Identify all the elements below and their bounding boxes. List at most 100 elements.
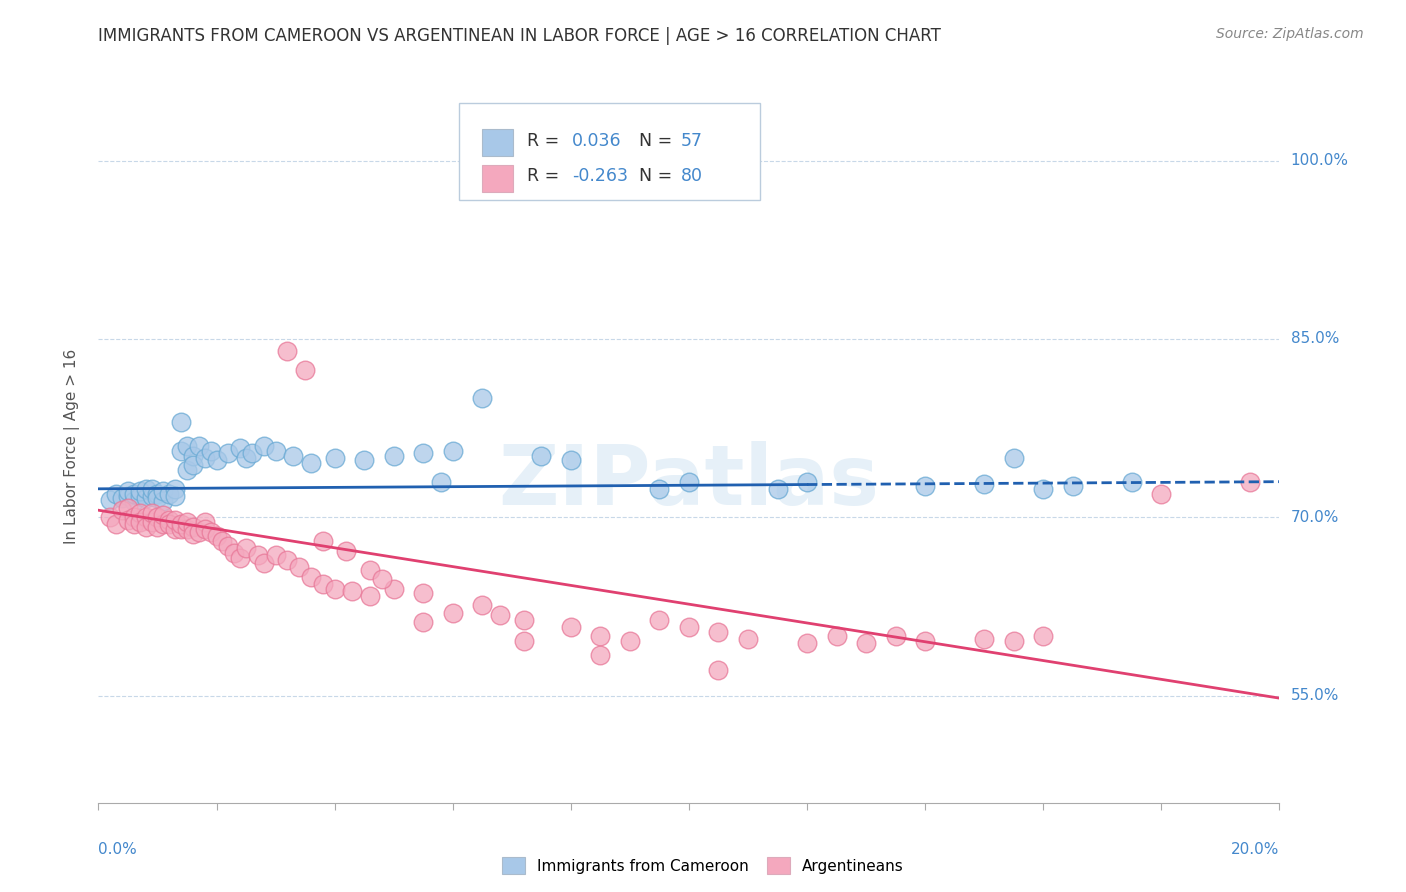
Point <box>283 449 305 463</box>
Point <box>176 522 198 536</box>
Point <box>707 624 730 639</box>
Point <box>1032 482 1054 496</box>
Point <box>973 477 995 491</box>
Text: 0.036: 0.036 <box>572 132 621 150</box>
Point <box>371 572 394 586</box>
Point <box>117 513 139 527</box>
Point <box>512 613 534 627</box>
Point <box>176 515 198 529</box>
Point <box>412 615 434 629</box>
Text: 85.0%: 85.0% <box>1291 332 1339 346</box>
Point <box>181 458 204 472</box>
Point <box>217 539 239 553</box>
Point <box>1150 486 1173 500</box>
Point <box>122 486 145 500</box>
Point <box>146 510 169 524</box>
Point <box>737 632 759 646</box>
Point <box>128 515 150 529</box>
Point <box>146 491 169 506</box>
Text: R =: R = <box>527 132 565 150</box>
Point <box>707 663 730 677</box>
Point <box>194 450 217 465</box>
Point <box>441 443 464 458</box>
Text: N =: N = <box>640 132 678 150</box>
Point <box>441 606 464 620</box>
Point <box>678 620 700 634</box>
Point <box>165 522 187 536</box>
Text: 0.0%: 0.0% <box>98 842 138 856</box>
Point <box>152 508 174 522</box>
Point <box>240 446 263 460</box>
Point <box>1002 450 1025 465</box>
Point <box>264 549 287 563</box>
Point <box>122 493 145 508</box>
Point <box>253 439 276 453</box>
Text: Source: ZipAtlas.com: Source: ZipAtlas.com <box>1216 27 1364 41</box>
Point <box>170 517 193 532</box>
Point <box>589 629 612 643</box>
Point <box>128 506 150 520</box>
Point <box>205 529 228 543</box>
Point <box>560 453 582 467</box>
Point <box>200 443 222 458</box>
Point <box>205 453 228 467</box>
Text: 20.0%: 20.0% <box>1232 842 1279 856</box>
Point <box>157 486 180 500</box>
Point <box>276 553 298 567</box>
Point <box>246 549 269 563</box>
Point <box>170 415 193 429</box>
Point <box>181 520 204 534</box>
Point <box>229 550 252 565</box>
Text: 57: 57 <box>681 132 703 150</box>
Text: R =: R = <box>527 168 565 186</box>
Point <box>323 450 346 465</box>
Point <box>382 582 405 596</box>
Point <box>914 634 936 648</box>
Point <box>512 634 534 648</box>
Point <box>98 510 121 524</box>
Point <box>141 489 163 503</box>
Point <box>264 443 287 458</box>
Point <box>430 475 453 489</box>
Point <box>146 486 169 500</box>
Point <box>288 560 311 574</box>
Point <box>412 586 434 600</box>
Point <box>176 463 198 477</box>
Point <box>619 634 641 648</box>
Point <box>187 524 209 539</box>
Point <box>1121 475 1143 489</box>
Point <box>135 491 157 506</box>
Point <box>229 442 252 456</box>
Point <box>589 648 612 663</box>
Point <box>312 534 335 549</box>
FancyBboxPatch shape <box>458 103 759 200</box>
Point <box>135 482 157 496</box>
Point <box>117 500 139 515</box>
Point <box>294 363 316 377</box>
Point <box>152 493 174 508</box>
Text: 70.0%: 70.0% <box>1291 510 1339 524</box>
Point <box>170 522 193 536</box>
Point <box>299 456 322 470</box>
Point <box>299 570 322 584</box>
Point <box>323 582 346 596</box>
Point <box>165 513 187 527</box>
Point <box>359 563 381 577</box>
Point <box>471 599 494 613</box>
Point <box>146 520 169 534</box>
Point <box>122 517 145 532</box>
Point <box>170 443 193 458</box>
Point <box>111 491 134 506</box>
Point <box>382 449 405 463</box>
Point <box>855 636 877 650</box>
Point <box>1032 629 1054 643</box>
Point <box>105 486 128 500</box>
Legend: Immigrants from Cameroon, Argentineans: Immigrants from Cameroon, Argentineans <box>496 851 910 880</box>
Point <box>157 513 180 527</box>
Point <box>914 479 936 493</box>
Point <box>165 489 187 503</box>
Point <box>678 475 700 489</box>
Point <box>117 484 139 499</box>
Point <box>98 492 121 507</box>
Point <box>560 620 582 634</box>
